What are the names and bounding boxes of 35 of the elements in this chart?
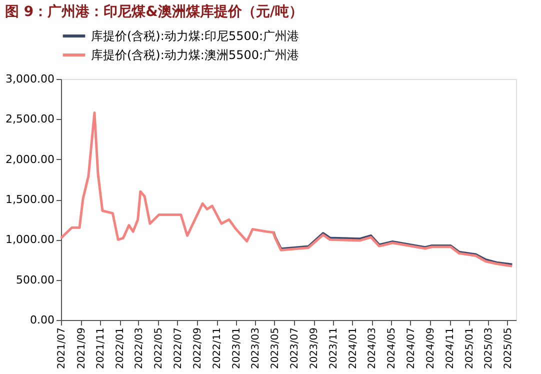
x-tick-label: 2022/01 [115,328,126,370]
y-tick-label: 2,500.00 [6,112,54,126]
x-tick-label: 2025/01 [464,328,476,370]
x-tick-label: 2021/11 [96,328,107,370]
x-tick-label: 2023/03 [250,328,262,370]
x-tick-label: 2022/05 [153,328,164,370]
x-tick-label: 2024/01 [348,328,359,370]
x-tick-label: 2022/11 [212,328,224,370]
x-tick-label: 2024/11 [445,328,456,370]
y-tick-label: 1,500.00 [6,193,54,206]
legend-label: 库提价(含税):动力煤:澳洲5500:广州港 [91,48,300,62]
y-tick-label: 3,000.00 [6,72,54,86]
x-tick-label: 2023/09 [309,328,320,370]
y-tick-label: 500.00 [16,273,54,286]
y-tick-label: 0.00 [30,314,54,326]
chart-title: 图 9：广州港：印尼煤&澳洲煤库提价（元/吨） [5,3,303,20]
x-tick-label: 2022/09 [192,328,204,370]
x-tick-label: 2024/05 [386,328,398,370]
x-tick-label: 2025/05 [502,328,514,370]
x-tick-label: 2023/05 [270,328,281,370]
y-tick-label: 1,000.00 [6,233,54,246]
x-tick-label: 2025/03 [483,328,494,370]
line-series [60,111,514,268]
x-tick-label: 2023/11 [328,328,340,370]
x-tick-label: 2023/07 [289,328,300,370]
x-tick-label: 2022/03 [134,328,145,370]
x-tick-label: 2021/09 [76,328,88,370]
x-tick-label: 2021/07 [56,328,68,370]
x-tick-label: 2022/07 [172,328,184,370]
x-tick-label: 2024/09 [426,328,437,370]
x-tick-label: 2024/07 [406,328,417,370]
x-tick-label: 2023/01 [232,328,243,370]
legend-label: 库提价(含税):动力煤:印尼5500:广州港 [91,29,300,43]
y-tick-label: 2,000.00 [6,152,54,166]
x-tick-label: 2024/03 [367,328,378,370]
